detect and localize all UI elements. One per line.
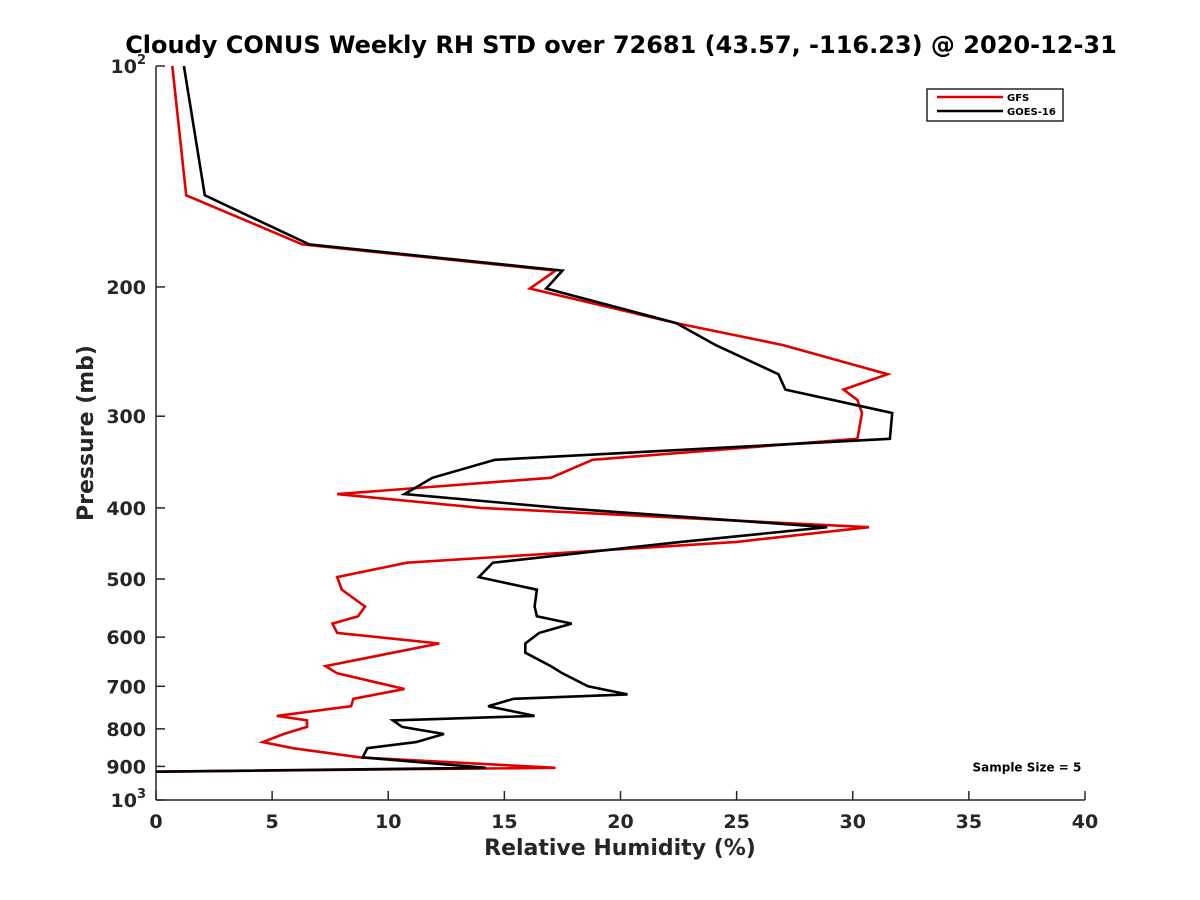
series-line-gfs <box>155 65 892 773</box>
y-tick-label: 200 <box>106 277 146 299</box>
y-tick-label: 300 <box>106 406 146 428</box>
legend-label-goes16: GOES-16 <box>1007 107 1056 118</box>
x-tick-label: 40 <box>1072 811 1098 833</box>
y-tick-label: 700 <box>106 676 146 698</box>
y-tick-label: 103 <box>111 787 147 812</box>
x-tick-label: 15 <box>491 811 517 833</box>
x-tick-label: 0 <box>149 811 162 833</box>
y-tick-label: 800 <box>106 719 146 741</box>
plot-axes <box>155 66 1085 801</box>
y-tick-label: 102 <box>111 53 147 78</box>
x-tick-label: 10 <box>375 811 401 833</box>
y-tick-label: 500 <box>106 569 146 591</box>
x-tick-label: 5 <box>266 811 279 833</box>
y-tick-label: 400 <box>106 498 146 520</box>
x-tick-label: 20 <box>607 811 633 833</box>
legend: GFS GOES-16 <box>926 88 1064 122</box>
x-tick-label: 35 <box>956 811 982 833</box>
axis-ticks: 0 5 10 15 20 25 30 35 40 102 200 300 400 500 600 700 800… <box>106 53 1098 833</box>
series-lines <box>155 65 894 773</box>
legend-box <box>926 88 1064 122</box>
x-axis-label: Relative Humidity (%) <box>484 836 756 861</box>
chart-title: Cloudy CONUS Weekly RH STD over 72681 (4… <box>125 31 1117 59</box>
x-tick-label: 25 <box>723 811 749 833</box>
legend-label-gfs: GFS <box>1007 93 1029 104</box>
x-tick-label: 30 <box>840 811 866 833</box>
sample-size-annotation: Sample Size = 5 <box>972 760 1081 774</box>
y-tick-label: 600 <box>106 627 146 649</box>
y-tick-label: 900 <box>106 756 146 778</box>
series-line-goes-16 <box>155 65 894 773</box>
y-axis-label: Pressure (mb) <box>74 345 99 521</box>
